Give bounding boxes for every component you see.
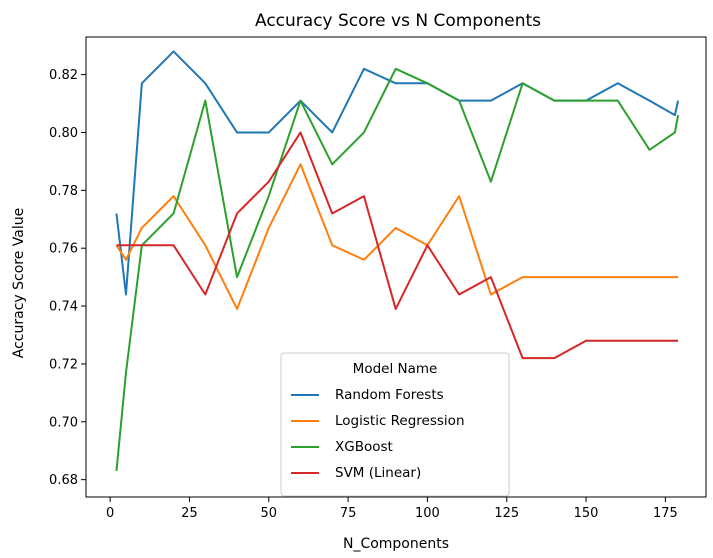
x-tick-label: 175 (653, 506, 678, 521)
x-tick-label: 150 (574, 506, 599, 521)
legend-box (280, 352, 510, 497)
series-line-xgboost (115, 67, 680, 472)
legend-entry-label: Logistic Regression (335, 413, 465, 429)
y-tick-label: 0.74 (49, 300, 78, 315)
y-tick-label: 0.76 (49, 242, 78, 257)
legend: Model Name Random Forests Logistic Regress… (280, 352, 510, 497)
series-line-svm-linear (116, 131, 679, 360)
x-tick-label: 100 (415, 506, 440, 521)
x-tick-label: 75 (340, 506, 357, 521)
series-layer (115, 50, 680, 472)
y-tick-label: 0.68 (49, 473, 78, 488)
y-tick-label: 0.72 (49, 357, 78, 372)
y-tick-label: 0.82 (49, 68, 78, 83)
chart-title: Accuracy Score vs N Components (255, 11, 541, 31)
series-line-random-forests (115, 50, 680, 296)
y-tick-label: 0.70 (49, 415, 78, 430)
plot-frame (85, 36, 707, 498)
x-tick-label: 125 (494, 506, 519, 521)
y-tick-label: 0.78 (49, 184, 78, 199)
y-tick-label: 0.80 (49, 126, 78, 141)
legend-title: Model Name (353, 361, 438, 377)
legend-entry-label: SVM (Linear) (335, 465, 421, 481)
series-line-logistic-regression (115, 163, 679, 310)
x-axis-label: N_Components (343, 536, 449, 552)
legend-entry-label: XGBoost (335, 439, 393, 455)
y-axis-label: Accuracy Score Value (11, 208, 27, 358)
legend-entry-label: Random Forests (335, 387, 444, 403)
x-tick-label: 25 (181, 506, 198, 521)
x-tick-label: 0 (106, 506, 114, 521)
x-tick-label: 50 (260, 506, 277, 521)
axes-layer: 0 25 50 75 100 125 150 175 0.68 0.70 0.72 0.74 0.76 0… (49, 36, 707, 521)
